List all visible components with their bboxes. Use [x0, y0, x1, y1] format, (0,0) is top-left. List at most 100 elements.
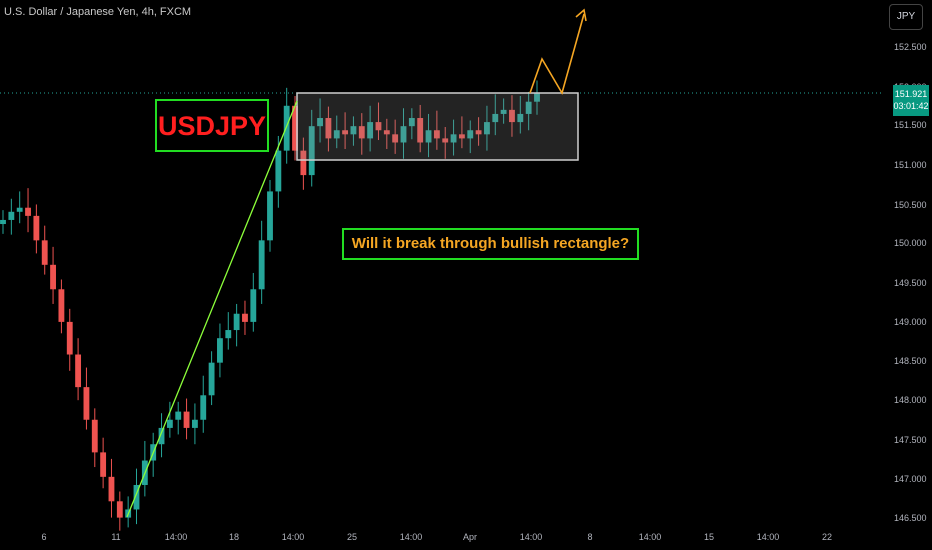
price-tick: 149.500	[894, 278, 927, 288]
candle-down	[58, 289, 65, 322]
candle-down	[75, 354, 82, 388]
candle-up	[450, 134, 457, 143]
price-tick: 151.500	[894, 120, 927, 130]
candle-up	[233, 313, 240, 331]
candle-down	[66, 321, 73, 355]
candle-down	[442, 138, 449, 143]
candle-up	[217, 338, 223, 363]
candle-down	[458, 134, 465, 139]
candle-down	[108, 476, 115, 502]
time-tick: 14:00	[756, 532, 780, 542]
candle-up	[500, 109, 507, 114]
candle-down	[433, 130, 440, 139]
candle-up	[408, 118, 415, 127]
time-tick: Apr	[462, 532, 478, 542]
candle-down	[183, 411, 190, 428]
candle-up	[166, 419, 173, 428]
candle-down	[242, 313, 248, 322]
candle-up	[250, 289, 257, 322]
candle-down	[383, 130, 390, 135]
candle-down	[300, 150, 307, 176]
candle-up	[208, 362, 215, 396]
price-tick: 146.500	[894, 513, 927, 523]
price-tick: 148.500	[894, 356, 927, 366]
candle-down	[41, 240, 48, 265]
time-tick: 6	[41, 532, 47, 542]
candle-up	[467, 130, 474, 139]
candle-down	[100, 452, 107, 477]
time-tick: 14:00	[638, 532, 662, 542]
time-tick: 25	[346, 532, 358, 542]
price-tick: 147.000	[894, 474, 927, 484]
candle-up	[275, 150, 282, 192]
time-tick: 11	[111, 532, 121, 542]
candle-up	[175, 411, 182, 420]
candle-down	[358, 126, 365, 139]
candle-up	[517, 113, 524, 123]
time-tick: 15	[703, 532, 715, 542]
candle-up	[133, 484, 140, 510]
candle-up	[367, 122, 374, 139]
candle-up	[8, 211, 15, 220]
candle-up	[534, 93, 540, 102]
candle-down	[342, 130, 349, 135]
candle-up	[317, 118, 323, 127]
projection-arrow	[529, 13, 585, 96]
time-tick: 8	[587, 532, 593, 542]
time-tick: 14:00	[519, 532, 543, 542]
candle-down	[392, 134, 399, 143]
projection-arrowhead-icon	[575, 8, 587, 22]
candle-down	[375, 122, 382, 131]
candles-group	[0, 80, 540, 531]
candle-down	[417, 118, 424, 143]
candle-up	[333, 130, 340, 139]
price-tick: 151.000	[894, 160, 927, 170]
candle-up	[400, 126, 407, 143]
price-axis[interactable]: 152.500 152.000 151.500 151.000 150.500 …	[884, 0, 932, 550]
symbol-title: U.S. Dollar / Japanese Yen, 4h, FXCM	[4, 6, 192, 18]
candle-up	[0, 219, 6, 225]
current-price-badge: 151.921 03:01:42	[893, 85, 929, 116]
time-tick: 22	[821, 532, 833, 542]
candle-down	[91, 419, 98, 453]
candle-up	[191, 419, 198, 428]
candle-down	[475, 130, 482, 135]
question-annotation[interactable]: Will it break through bullish rectangle?	[342, 228, 639, 260]
currency-button[interactable]: JPY	[889, 4, 923, 30]
candle-up	[16, 207, 23, 212]
symbol-annotation[interactable]: USDJPY	[155, 99, 269, 152]
candle-down	[25, 207, 31, 216]
candle-up	[158, 427, 165, 445]
candle-up	[283, 105, 290, 151]
time-tick: 18	[228, 532, 240, 542]
candle-up	[484, 122, 490, 135]
candle-up	[258, 240, 265, 290]
candle-down	[325, 118, 332, 139]
candle-down	[116, 501, 123, 518]
current-price-value: 151.921	[894, 89, 928, 99]
price-tick: 149.000	[894, 317, 927, 327]
price-tick: 148.000	[894, 395, 927, 405]
time-tick: 14:00	[281, 532, 305, 542]
candle-up	[225, 330, 232, 339]
candle-up	[525, 101, 532, 114]
candle-up	[350, 126, 357, 135]
candle-down	[50, 264, 56, 290]
price-tick: 150.000	[894, 238, 927, 248]
candle-up	[425, 130, 432, 143]
candle-down	[33, 215, 40, 241]
time-tick: 14:00	[164, 532, 188, 542]
candle-down	[83, 387, 90, 420]
uptrend-line	[126, 100, 298, 518]
candle-down	[292, 105, 298, 151]
candle-up	[267, 191, 273, 241]
bullish-rectangle	[296, 92, 579, 161]
price-tick: 150.500	[894, 200, 927, 210]
candle-up	[308, 126, 315, 176]
candle-down	[509, 109, 515, 123]
price-tick: 147.500	[894, 435, 927, 445]
time-tick: 14:00	[399, 532, 423, 542]
candle-up	[492, 113, 499, 123]
price-tick: 152.500	[894, 42, 927, 52]
